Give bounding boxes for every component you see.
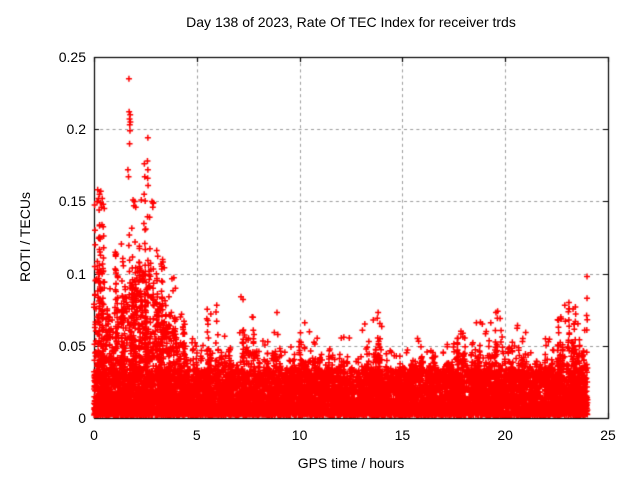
x-tick-label: 20	[497, 427, 513, 443]
chart-title: Day 138 of 2023, Rate Of TEC Index for r…	[186, 14, 516, 30]
x-tick-label: 15	[394, 427, 411, 443]
y-tick-label: 0	[78, 410, 86, 426]
y-tick-label: 0.15	[58, 193, 86, 210]
y-tick-label: 0.1	[66, 265, 86, 282]
x-tick-label: 5	[192, 427, 201, 443]
y-tick-label: 0.05	[58, 337, 86, 354]
x-tick-label: 25	[600, 427, 616, 443]
x-tick-label: 0	[90, 427, 98, 443]
x-axis-label: GPS time / hours	[297, 455, 405, 471]
y-tick-label: 0.2	[66, 121, 86, 138]
y-tick-label: 0.25	[58, 49, 86, 65]
x-tick-label: 10	[291, 427, 308, 443]
